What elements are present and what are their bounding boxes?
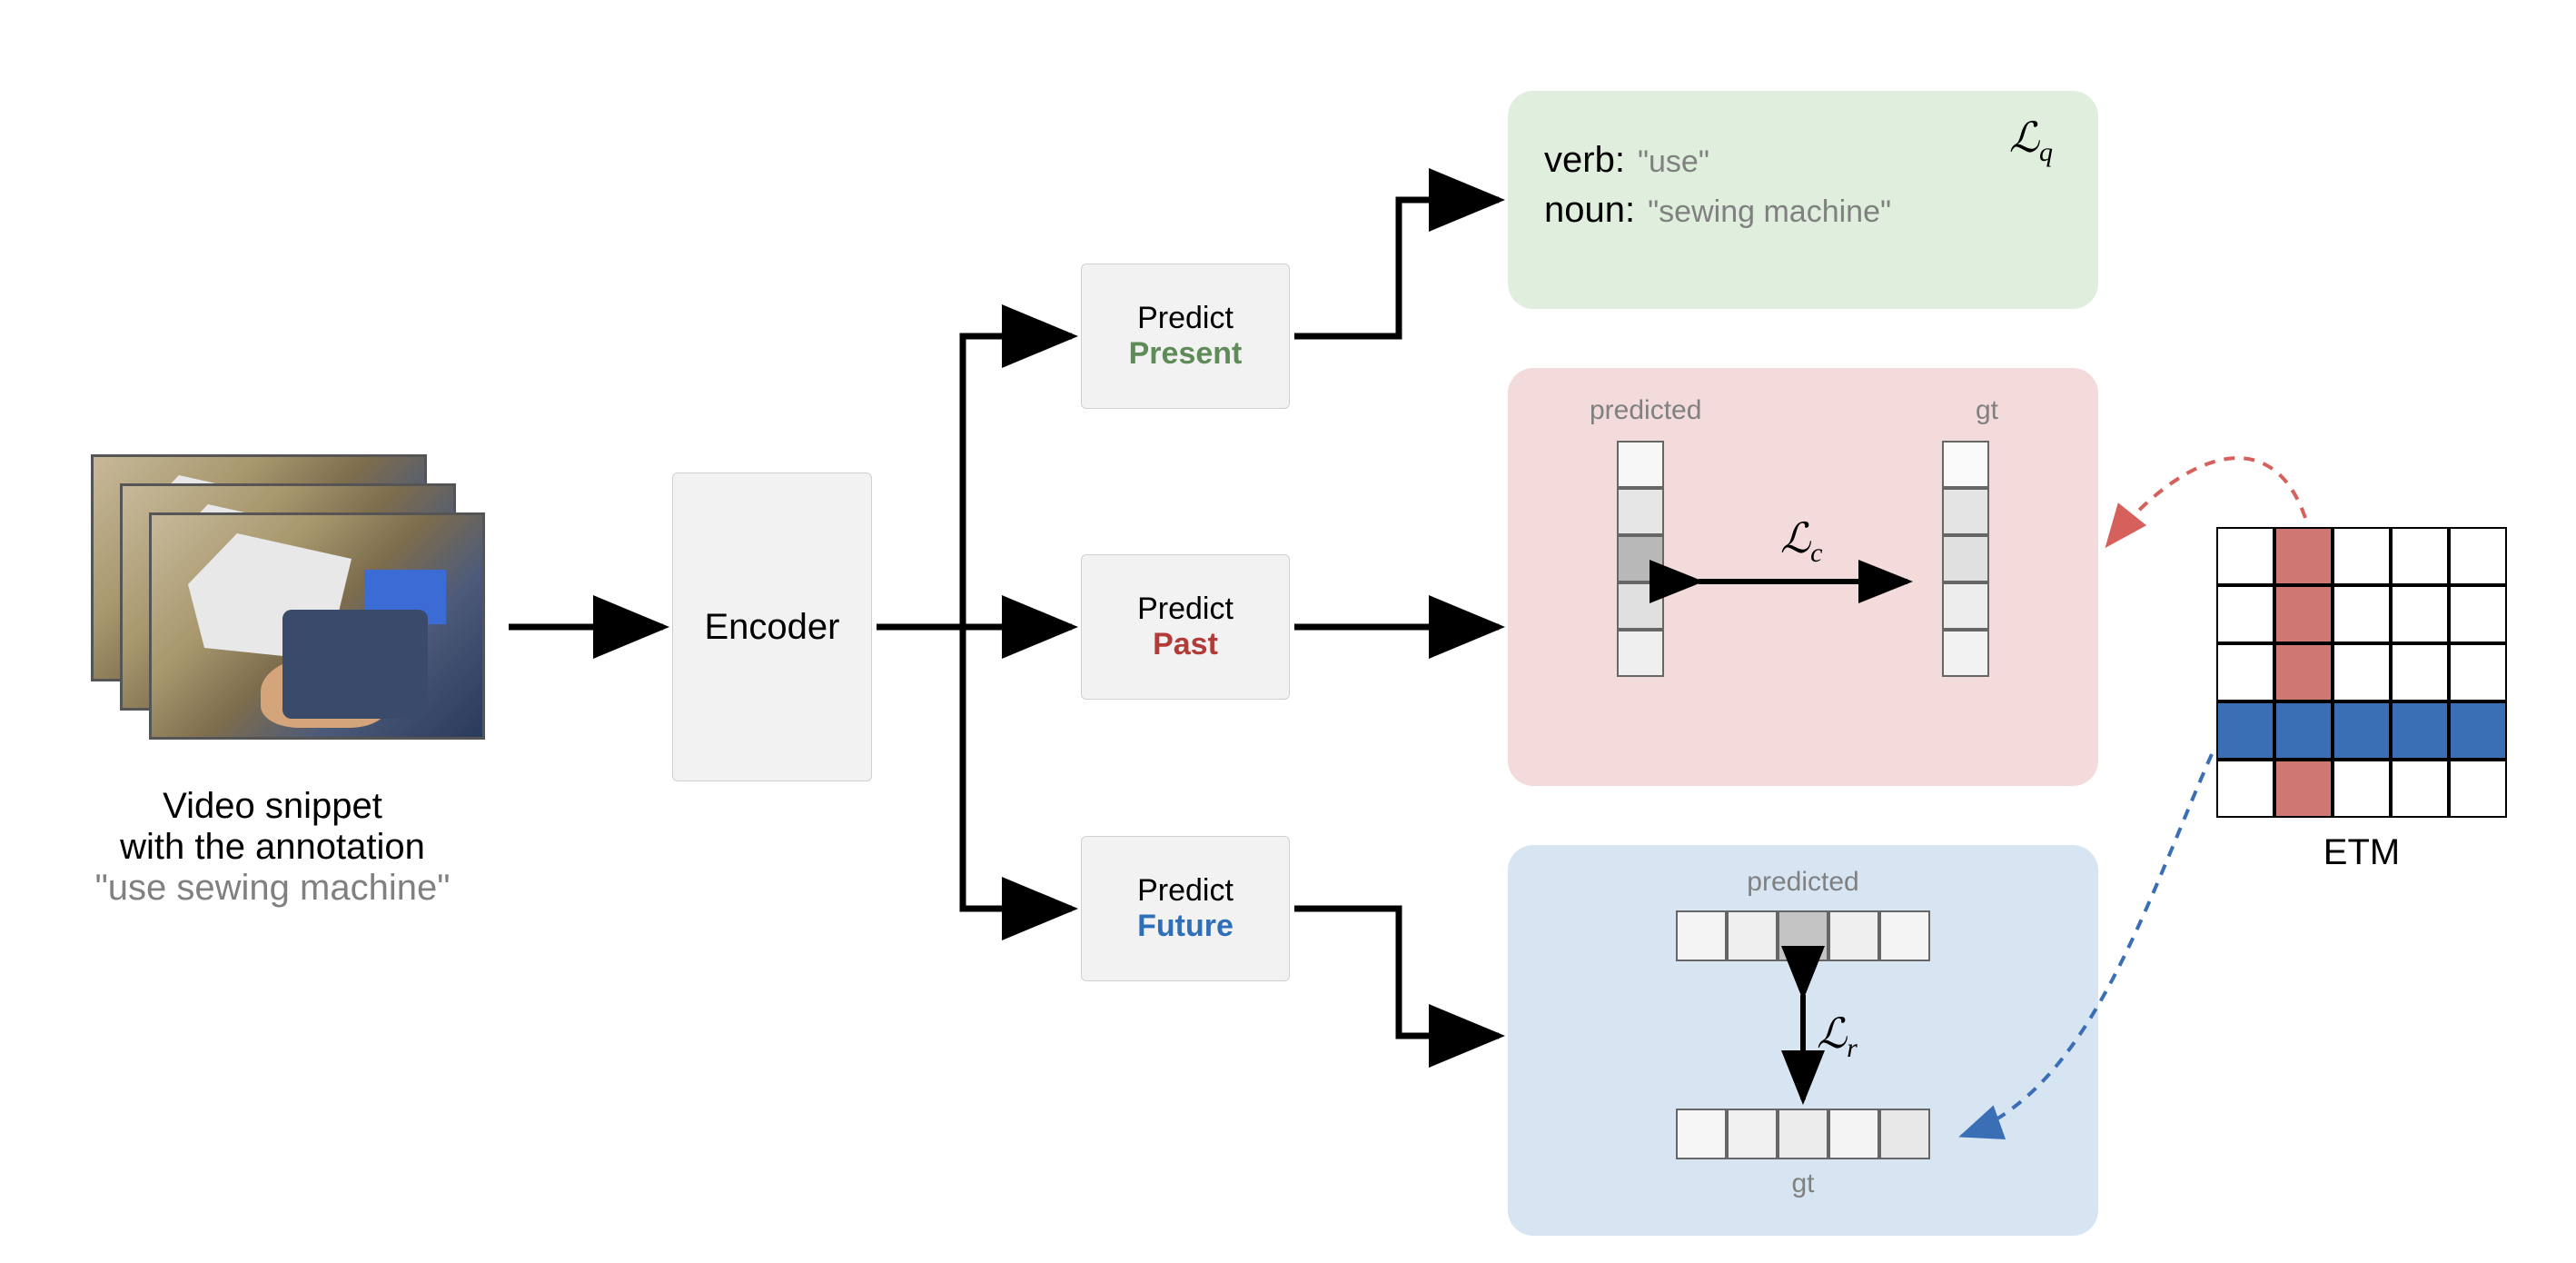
vector-cell [1727,1109,1778,1159]
past-predicted-vector [1617,441,1664,677]
verb-value: "use" [1638,144,1709,180]
vector-cell [1676,910,1727,961]
etm-cell [2333,585,2391,643]
verb-key: verb: [1544,140,1625,181]
vector-cell [1828,1109,1879,1159]
past-gt-label: gt [1976,395,1998,426]
caption-line-1: Video snippet [82,786,463,827]
etm-cell [2391,527,2449,585]
vector-cell [1676,1109,1727,1159]
etm-cell [2333,527,2391,585]
etm-cell [2274,760,2333,818]
encoder-box: Encoder [672,472,872,781]
etm-cell [2274,527,2333,585]
loss-c: ℒc [1780,513,1822,569]
vector-cell [1942,441,1989,488]
vector-cell [1778,1109,1828,1159]
future-predicted-label: predicted [1508,867,2098,898]
caption-annotation: "use sewing machine" [82,868,463,909]
etm-cell [2216,643,2274,701]
vector-cell [1942,535,1989,582]
etm-cell [2449,527,2507,585]
present-output-panel: ℒq verb: "use" noun: "sewing machine" [1508,91,2098,309]
etm-cell [2333,701,2391,760]
encoder-label: Encoder [705,607,840,648]
etm-cell [2216,760,2274,818]
etm-cell [2274,643,2333,701]
predict-present-line1: Predict [1137,301,1234,336]
etm-cell [2449,701,2507,760]
etm-cell [2391,585,2449,643]
vector-cell [1617,582,1664,630]
etm-cell [2274,701,2333,760]
future-gt-vector [1676,1109,1930,1159]
predict-future-line2: Future [1137,909,1234,944]
caption-line-2: with the annotation [82,827,463,868]
etm-cell [2391,643,2449,701]
past-gt-vector [1942,441,1989,677]
input-caption: Video snippet with the annotation "use s… [82,786,463,909]
past-output-panel: predicted gt ℒc [1508,368,2098,786]
future-predicted-vector [1676,910,1930,961]
etm-cell [2449,643,2507,701]
etm-matrix [2216,527,2507,818]
vector-cell [1879,1109,1930,1159]
vector-cell [1617,488,1664,535]
past-predicted-label: predicted [1590,395,1701,426]
etm-cell [2216,585,2274,643]
etm-cell [2216,701,2274,760]
predict-present-line2: Present [1129,336,1243,372]
etm-cell [2216,527,2274,585]
loss-q: ℒq [2009,113,2053,168]
vector-cell [1942,488,1989,535]
etm-label: ETM [2216,832,2507,873]
loss-r: ℒr [1817,1009,1858,1064]
vector-cell [1942,582,1989,630]
predict-present-box: Predict Present [1081,264,1290,409]
predict-past-box: Predict Past [1081,554,1290,700]
vector-cell [1879,910,1930,961]
vector-cell [1828,910,1879,961]
etm-cell [2391,760,2449,818]
future-output-panel: predicted ℒr gt [1508,845,2098,1236]
vector-cell [1942,630,1989,677]
predict-past-line1: Predict [1137,592,1234,627]
etm-cell [2391,701,2449,760]
future-gt-label: gt [1508,1169,2098,1199]
vector-cell [1727,910,1778,961]
predict-past-line2: Past [1153,627,1218,662]
etm-cell [2449,585,2507,643]
noun-value: "sewing machine" [1648,194,1891,230]
etm-cell [2449,760,2507,818]
noun-key: noun: [1544,190,1635,231]
predict-future-line1: Predict [1137,873,1234,909]
predict-future-box: Predict Future [1081,836,1290,981]
etm-cell [2274,585,2333,643]
vector-cell [1617,535,1664,582]
vector-cell [1617,441,1664,488]
vector-cell [1778,910,1828,961]
etm-cell [2333,643,2391,701]
etm-cell [2333,760,2391,818]
vector-cell [1617,630,1664,677]
